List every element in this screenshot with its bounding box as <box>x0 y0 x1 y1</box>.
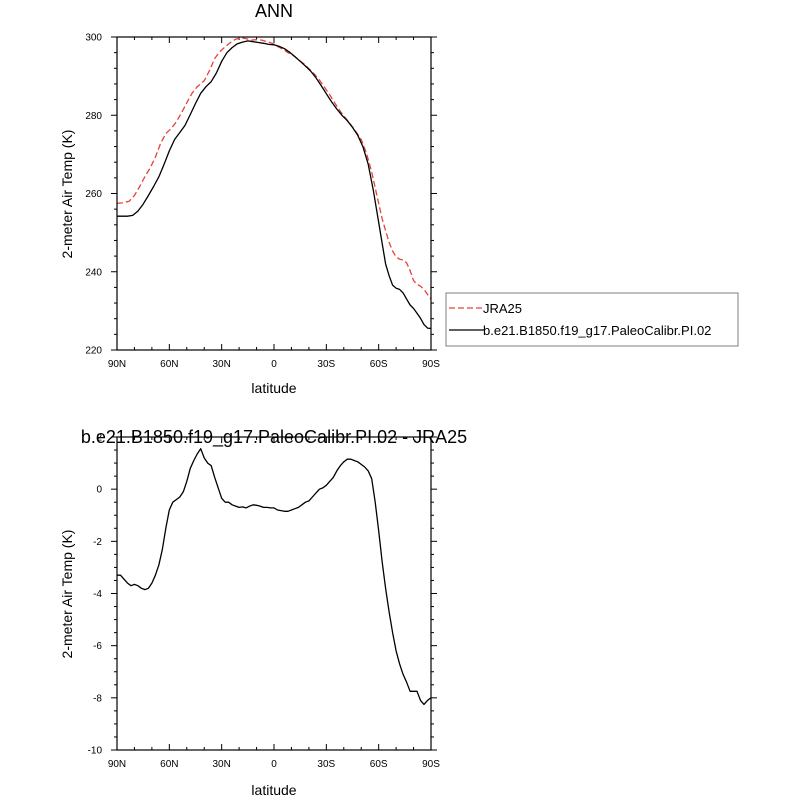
bottom-panel-x-tick-label: 30N <box>212 759 230 770</box>
top-panel-x-tick-label: 60S <box>370 359 388 370</box>
bottom-panel-x-tick-label: 60S <box>370 759 388 770</box>
bottom-panel-y-tick-label: 2 <box>96 433 102 444</box>
bottom-panel-x-axis-label: latitude <box>251 782 296 798</box>
top-panel-lines <box>116 37 432 330</box>
top-panel-x-tick-label: 60N <box>160 359 178 370</box>
top-panel-ticks: 90N 60N 30N 0 30S 60S 90S 220 240 260 280 300 <box>85 33 440 371</box>
top-panel-y-tick-label: 260 <box>85 189 102 200</box>
bottom-panel-x-tick-label: 30S <box>317 759 335 770</box>
bottom-panel-x-tick-label: 0 <box>271 759 277 770</box>
bottom-panel-series-line-model <box>117 448 432 706</box>
legend-label-model: b.e21.B1850.f19_g17.PaleoCalibr.PI.02 <box>483 323 711 338</box>
top-panel-y-tick-label: 240 <box>85 267 102 278</box>
top-panel-y-axis-label: 2-meter Air Temp (K) <box>59 130 75 259</box>
legend-label-jra25: JRA25 <box>483 301 522 316</box>
top-panel-series-line-jra25 <box>116 37 432 300</box>
bottom-panel-y-tick-label: 0 <box>96 485 102 496</box>
top-panel-plot-frame <box>116 36 432 351</box>
top-panel-y-tick-label: 220 <box>85 346 102 357</box>
top-panel-y-tick-label: 300 <box>85 33 102 44</box>
top-panel-y-tick-label: 280 <box>85 111 102 122</box>
top-panel-series-line-model <box>117 40 432 330</box>
top-panel-x-tick-label: 0 <box>271 359 277 370</box>
top-panel-x-tick-label: 90S <box>422 359 440 370</box>
bottom-panel-y-tick-label: -8 <box>93 693 102 704</box>
top-panel-legend: JRA25 b.e21.B1850.f19_g17.PaleoCalibr.PI… <box>445 292 739 347</box>
bottom-panel-x-tick-label: 60N <box>160 759 178 770</box>
top-panel-x-axis-label: latitude <box>251 380 296 396</box>
bottom-panel-x-tick-label: 90N <box>108 759 126 770</box>
top-panel-x-tick-label: 90N <box>108 359 126 370</box>
bottom-panel-y-axis-label: 2-meter Air Temp (K) <box>59 530 75 659</box>
bottom-panel-y-tick-label: -4 <box>93 589 102 600</box>
bottom-panel-difference: b.e21.B1850.f19_g17.PaleoCalibr.PI.02 - … <box>59 427 467 798</box>
top-panel-climatology: ANN 90N 60N 30N 0 30S 60S 90S 220 240 260 280 300 2… <box>59 1 739 396</box>
bottom-panel-y-tick-label: -2 <box>93 537 102 548</box>
top-panel-x-tick-label: 30N <box>212 359 230 370</box>
bottom-panel-y-tick-label: -6 <box>93 641 102 652</box>
top-panel-x-tick-label: 30S <box>317 359 335 370</box>
bottom-panel-x-tick-label: 90S <box>422 759 440 770</box>
bottom-panel-plot-frame <box>116 436 432 751</box>
legend-box <box>445 292 739 347</box>
top-panel-title: ANN <box>255 1 293 21</box>
bottom-panel-y-tick-label: -10 <box>88 746 103 757</box>
bottom-panel-lines <box>117 448 432 706</box>
